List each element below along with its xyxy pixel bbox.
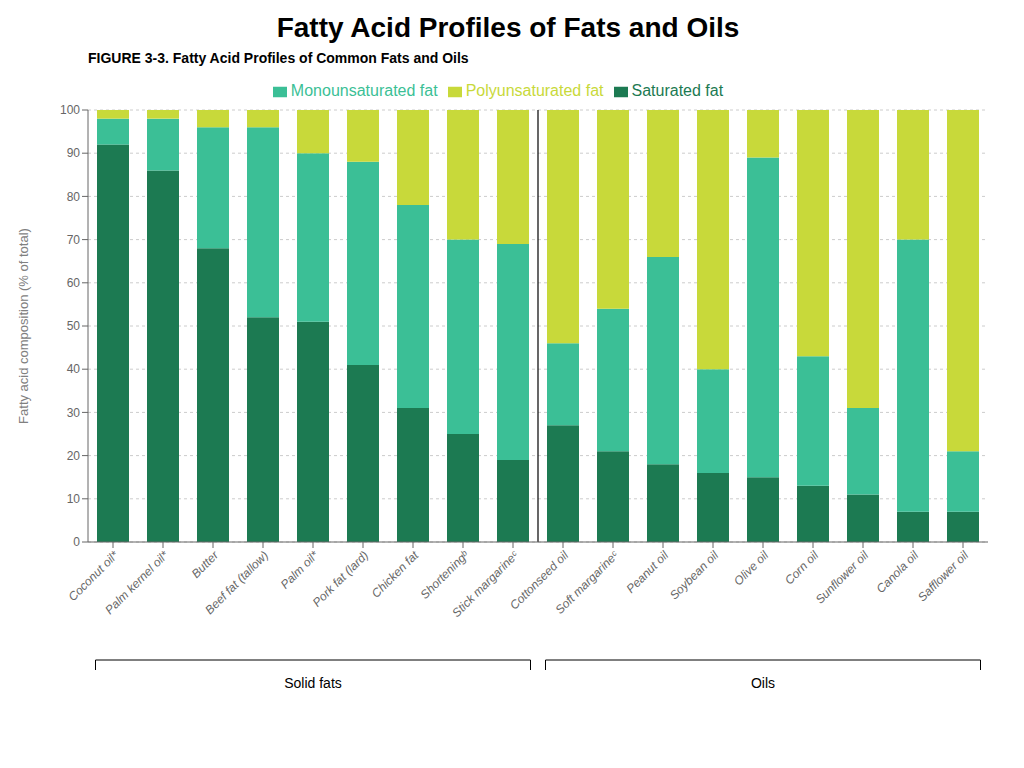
- svg-text:Palm oil*: Palm oil*: [278, 548, 322, 592]
- svg-text:Oils: Oils: [751, 675, 775, 691]
- html-text:Saturated fat: Saturated fat: [631, 82, 724, 99]
- svg-text:Stick margarineᶜ: Stick margarineᶜ: [449, 548, 521, 620]
- svg-text:Coconut oil*: Coconut oil*: [65, 548, 122, 604]
- svg-text:Soft margarineᶜ: Soft margarineᶜ: [553, 548, 622, 617]
- svg-text:Butter: Butter: [189, 548, 222, 581]
- svg-text:30: 30: [67, 406, 81, 420]
- svg-text:60: 60: [67, 276, 81, 290]
- svg-text:Sunflower oil: Sunflower oil: [813, 548, 872, 607]
- svg-text:Canola oil: Canola oil: [874, 548, 922, 596]
- svg-text:20: 20: [67, 449, 81, 463]
- svg-text:Palm kernel oil*: Palm kernel oil*: [102, 548, 171, 617]
- svg-text:Olive oil: Olive oil: [731, 548, 771, 588]
- html-text:FIGURE 3-3. Fatty Acid Profile: FIGURE 3-3. Fatty Acid Profiles of Commo…: [88, 50, 469, 66]
- html-text:Polyunsaturated fat: Polyunsaturated fat: [465, 82, 604, 99]
- svg-text:Solid fats: Solid fats: [284, 675, 342, 691]
- svg-text:40: 40: [67, 362, 81, 376]
- svg-text:Soybean oil: Soybean oil: [667, 548, 721, 602]
- svg-text:70: 70: [67, 233, 81, 247]
- svg-text:100: 100: [60, 103, 80, 117]
- svg-text:Cottonseed oil: Cottonseed oil: [507, 548, 572, 613]
- svg-text:Fatty acid composition (% of t: Fatty acid composition (% of total): [16, 228, 31, 424]
- svg-text:10: 10: [67, 492, 81, 506]
- svg-text:Corn oil: Corn oil: [782, 548, 821, 587]
- svg-text:90: 90: [67, 146, 81, 160]
- svg-text:Shorteningᵇ: Shorteningᵇ: [418, 547, 472, 601]
- svg-text:80: 80: [67, 190, 81, 204]
- html-text:Fatty Acid Profiles of Fats an: Fatty Acid Profiles of Fats and Oils: [276, 12, 740, 43]
- svg-text:Beef fat (tallow): Beef fat (tallow): [202, 548, 271, 617]
- svg-text:50: 50: [67, 319, 81, 333]
- svg-text:Pork fat (lard): Pork fat (lard): [310, 548, 371, 609]
- svg-text:0: 0: [73, 535, 80, 549]
- svg-text:Peanut oil: Peanut oil: [624, 548, 672, 596]
- svg-text:Chicken fat: Chicken fat: [369, 548, 422, 601]
- html-text:Monounsaturated fat: Monounsaturated fat: [290, 82, 438, 99]
- svg-text:Safflower oil: Safflower oil: [915, 548, 971, 604]
